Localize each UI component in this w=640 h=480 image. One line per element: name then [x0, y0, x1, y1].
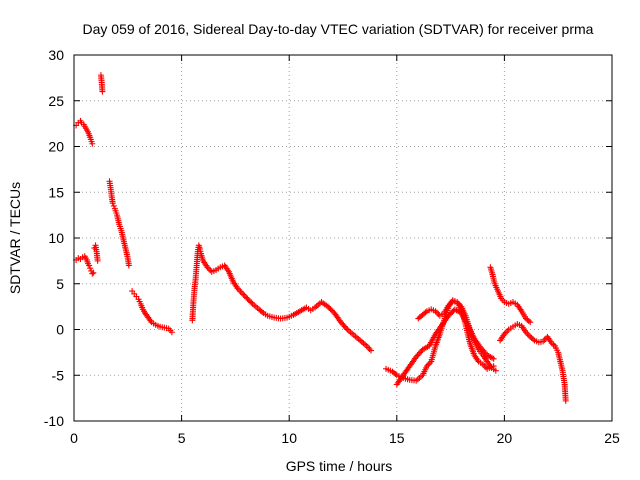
x-tick-label: 0: [70, 430, 78, 446]
chart-title: Day 059 of 2016, Sidereal Day-to-day VTE…: [83, 21, 594, 37]
series-seg7: [189, 242, 374, 354]
data-point: [392, 371, 399, 378]
data-point: [240, 291, 247, 298]
data-point: [446, 311, 453, 318]
y-tick-label: 5: [56, 276, 64, 292]
data-point: [328, 307, 335, 314]
data-point: [525, 332, 532, 339]
series-seg11: [487, 264, 534, 326]
data-point: [258, 308, 265, 315]
data-point: [324, 303, 331, 310]
series-seg8: [383, 297, 497, 384]
data-point: [94, 257, 101, 264]
data-point: [245, 297, 252, 304]
x-tick-labels: 0 5 10 15 20 25: [70, 430, 620, 446]
data-point: [448, 310, 455, 317]
data-point: [244, 295, 251, 302]
data-point: [527, 319, 534, 326]
x-tick-label: 5: [178, 430, 186, 446]
data-point: [326, 304, 333, 311]
data-point: [90, 269, 97, 276]
data-point: [367, 347, 374, 354]
plot-frame: [73, 54, 613, 422]
data-point: [238, 289, 245, 296]
data-point: [207, 267, 214, 274]
data-point: [168, 329, 175, 336]
data-point: [562, 397, 569, 404]
data-point: [109, 200, 116, 207]
series-seg4: [97, 72, 106, 95]
data-point: [449, 308, 456, 315]
x-tick-label: 15: [389, 430, 405, 446]
data-point: [422, 309, 429, 316]
data-point: [492, 367, 499, 374]
data-point: [110, 202, 117, 209]
series-seg5: [106, 178, 132, 269]
data-point: [237, 288, 244, 295]
series-seg1: [73, 117, 96, 147]
series-seg12: [497, 321, 569, 404]
data-point: [86, 262, 93, 269]
data-point: [525, 317, 532, 324]
data-point: [365, 344, 372, 351]
y-tick-labels: -10 -5 0 5 10 15 20 25 30: [44, 47, 64, 429]
data-point: [445, 312, 452, 319]
data-point: [327, 306, 334, 313]
data-point: [125, 262, 132, 269]
grid-lines: [73, 54, 613, 422]
data-point: [247, 298, 254, 305]
data-point: [490, 355, 497, 362]
y-tick-label: 30: [48, 47, 64, 63]
data-point: [89, 140, 96, 147]
series-seg3: [91, 242, 101, 264]
data-points: [73, 72, 569, 404]
x-axis-label: GPS time / hours: [286, 458, 393, 474]
y-axis-label: SDTVAR / TECUs: [7, 182, 23, 294]
series-seg9: [393, 306, 497, 388]
series-seg6: [129, 288, 175, 336]
y-tick-label: 10: [48, 230, 64, 246]
series-seg10: [415, 298, 499, 374]
series-seg2: [73, 253, 97, 277]
y-tick-label: 15: [48, 184, 64, 200]
data-point: [248, 299, 255, 306]
data-point: [243, 294, 250, 301]
y-tick-label: 25: [48, 93, 64, 109]
data-point: [504, 328, 511, 335]
y-tick-label: 0: [56, 322, 64, 338]
x-tick-label: 10: [281, 430, 297, 446]
x-tick-label: 25: [604, 430, 620, 446]
data-point: [87, 265, 94, 272]
data-point: [89, 270, 96, 277]
data-point: [366, 346, 373, 353]
data-point: [99, 88, 106, 95]
y-tick-label: -10: [44, 413, 64, 429]
data-point: [241, 292, 248, 299]
x-tick-label: 20: [497, 430, 513, 446]
y-tick-label: -5: [52, 367, 65, 383]
y-tick-label: 20: [48, 139, 64, 155]
data-point: [530, 336, 537, 343]
